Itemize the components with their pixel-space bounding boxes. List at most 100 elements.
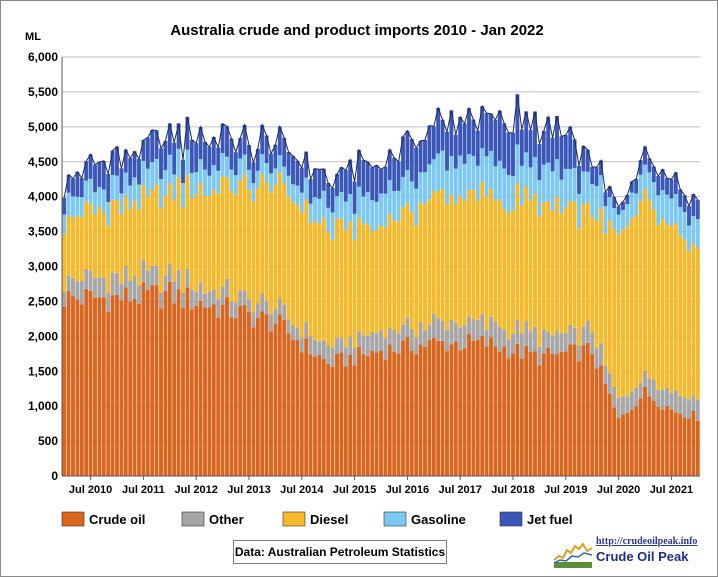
bar-segment [528, 331, 533, 353]
bar-segment [656, 176, 661, 196]
bar-segment [515, 319, 520, 344]
logo-url-link[interactable]: http://crudeoilpeak.info [596, 536, 698, 547]
bar-segment [541, 164, 546, 202]
bar-segment [480, 314, 485, 337]
bar-segment [599, 365, 603, 476]
bar-segment [511, 209, 515, 334]
bar-segment [269, 192, 273, 315]
bar-segment [229, 169, 234, 192]
bar-segment [585, 149, 590, 172]
bar-segment [176, 270, 181, 290]
bar-segment [480, 148, 485, 182]
bar-segment [198, 282, 203, 301]
bar-segment [599, 175, 603, 208]
bar-segment [550, 354, 555, 476]
bar-segment [599, 207, 603, 344]
bar-segment [524, 345, 529, 476]
bar-segment [594, 186, 599, 221]
bar-segment [145, 137, 150, 169]
bar-segment [299, 192, 304, 213]
bar-segment [423, 172, 427, 205]
bar-segment [181, 159, 185, 184]
bar-segment [695, 247, 700, 400]
bar-segment [537, 180, 542, 217]
bar-segment [678, 235, 683, 396]
bar-segment [260, 154, 265, 175]
bar-segment [233, 152, 238, 176]
bar-segment [229, 317, 234, 476]
bar-segment [264, 314, 269, 476]
bar-segment [515, 94, 520, 145]
bar-segment [475, 339, 480, 476]
bar-segment [361, 223, 366, 336]
bar-segment [313, 197, 317, 221]
bar-segment [577, 228, 581, 346]
bar-segment [203, 196, 207, 294]
bar-segment [621, 209, 625, 230]
bar-segment [247, 311, 251, 476]
bar-segment [269, 173, 273, 193]
bar-segment [436, 108, 441, 154]
bar-segment [581, 171, 586, 205]
bar-segment [647, 172, 652, 200]
bar-segment [695, 199, 700, 220]
bar-segment [687, 205, 691, 226]
bar-segment [264, 163, 269, 183]
bar-segment [687, 418, 691, 476]
bar-segment [295, 340, 300, 476]
bar-segment [427, 125, 432, 165]
bar-segment [308, 203, 313, 224]
bar-segment [277, 314, 282, 476]
x-tick-label: Jul 2012 [174, 484, 217, 496]
bar-segment [462, 163, 467, 201]
bar-segment [251, 162, 256, 184]
bar-segment [577, 193, 581, 229]
bar-segment [132, 151, 137, 178]
bar-segment [436, 153, 441, 192]
y-tick-label: 1,500 [28, 364, 58, 378]
bar-segment [502, 346, 507, 476]
bar-segment [563, 333, 568, 352]
bar-segment [194, 194, 199, 292]
bar-segment [616, 206, 621, 215]
legend-swatch [282, 511, 306, 527]
bar-segment [361, 196, 366, 224]
bar-segment [484, 156, 489, 197]
bar-segment [616, 397, 621, 418]
bar-segment [436, 340, 441, 476]
bar-segment [357, 331, 361, 347]
bar-segment [264, 182, 269, 302]
bar-segment [634, 193, 639, 216]
axes: Jul 2010 Jul 2011 Jul 2012 Jul 2013 Jul 2014… [61, 57, 700, 496]
bar-segment [599, 343, 603, 366]
bar-segment [568, 200, 573, 325]
bar-segment [524, 186, 529, 322]
bar-segment [493, 321, 498, 347]
bar-segment [656, 406, 661, 476]
bar-segment [546, 347, 551, 476]
bar-segment [660, 219, 665, 390]
bar-segment [137, 158, 141, 185]
legend-swatch [61, 511, 85, 527]
bar-segment [154, 184, 159, 267]
bar-segment [308, 336, 313, 355]
bar-segment [291, 155, 295, 185]
bar-segment [225, 297, 229, 476]
bar-segment [62, 306, 67, 476]
bar-segment [251, 201, 256, 313]
bar-segment [220, 123, 225, 154]
bar-segment [75, 171, 80, 197]
bar-segment [330, 239, 335, 348]
bar-segment [453, 323, 458, 342]
bar-segment [409, 351, 414, 476]
crude-oil-peak-logo[interactable]: http://crudeoilpeak.info Crude Oil Peak [552, 536, 710, 572]
bar-segment [445, 329, 449, 352]
y-tick-label: 500 [38, 434, 58, 448]
bar-segment [176, 148, 181, 178]
bar-segment [370, 200, 375, 232]
bar-segment [445, 204, 449, 330]
bar-segment [299, 352, 304, 476]
bar-segment [528, 352, 533, 476]
bar-segment [194, 143, 199, 173]
bar-segment [577, 361, 581, 476]
